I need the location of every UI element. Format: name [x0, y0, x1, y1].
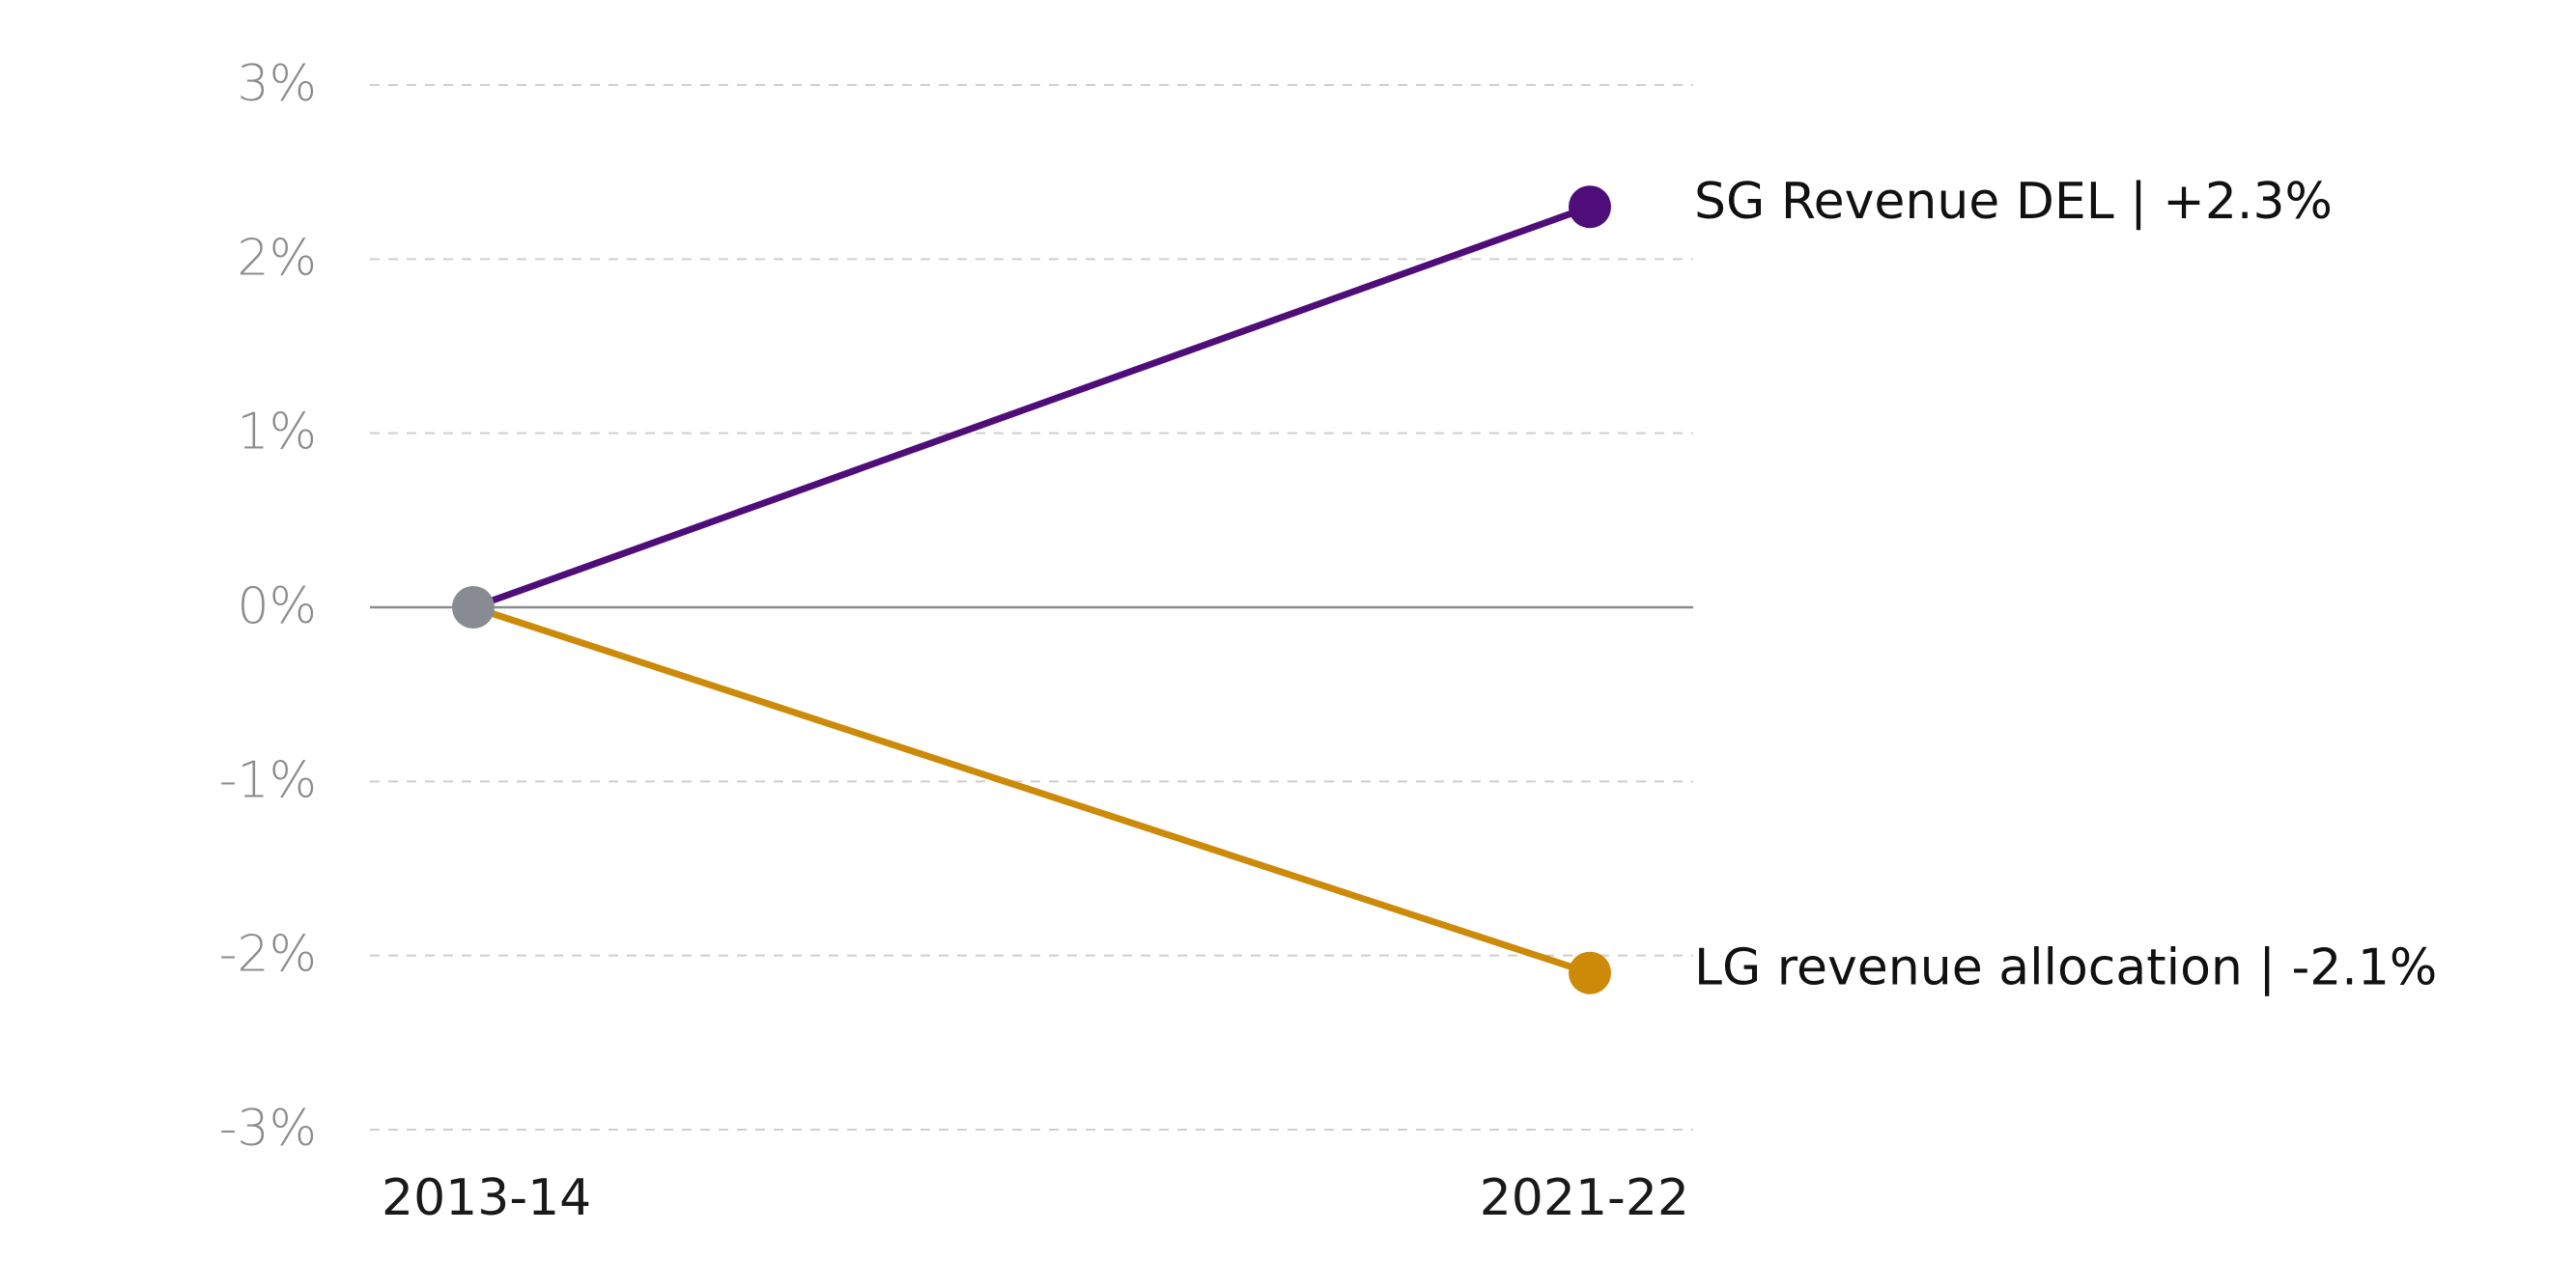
- series-end-point: [1569, 185, 1611, 229]
- series-label: SG Revenue DEL | +2.3%: [1694, 173, 2333, 231]
- series-end-point: [1569, 951, 1611, 994]
- y-tick-label: 2%: [238, 229, 318, 287]
- x-tick-label: 2021-22: [1480, 1169, 1689, 1227]
- series-label: LG revenue allocation | -2.1%: [1694, 939, 2437, 997]
- start-point: [452, 586, 495, 629]
- y-tick-label: 0%: [238, 577, 318, 635]
- series-line: [469, 203, 1594, 611]
- x-tick-label: 2013-14: [382, 1169, 591, 1227]
- series-layer: [452, 185, 1611, 994]
- axis-layer: 3% 2% 1% 0% -1% -2% -3% 2013-14 2021-22: [219, 55, 1693, 1227]
- grid-layer: [370, 84, 1693, 1131]
- y-tick-label: 1%: [238, 404, 318, 462]
- series-line: [469, 603, 1594, 977]
- y-tick-label: -3%: [219, 1100, 317, 1158]
- y-tick-label: 3%: [238, 55, 318, 113]
- label-layer: SG Revenue DEL | +2.3% LG revenue allocat…: [1694, 173, 2437, 996]
- y-tick-label: -1%: [219, 751, 317, 809]
- y-tick-label: -2%: [219, 926, 317, 984]
